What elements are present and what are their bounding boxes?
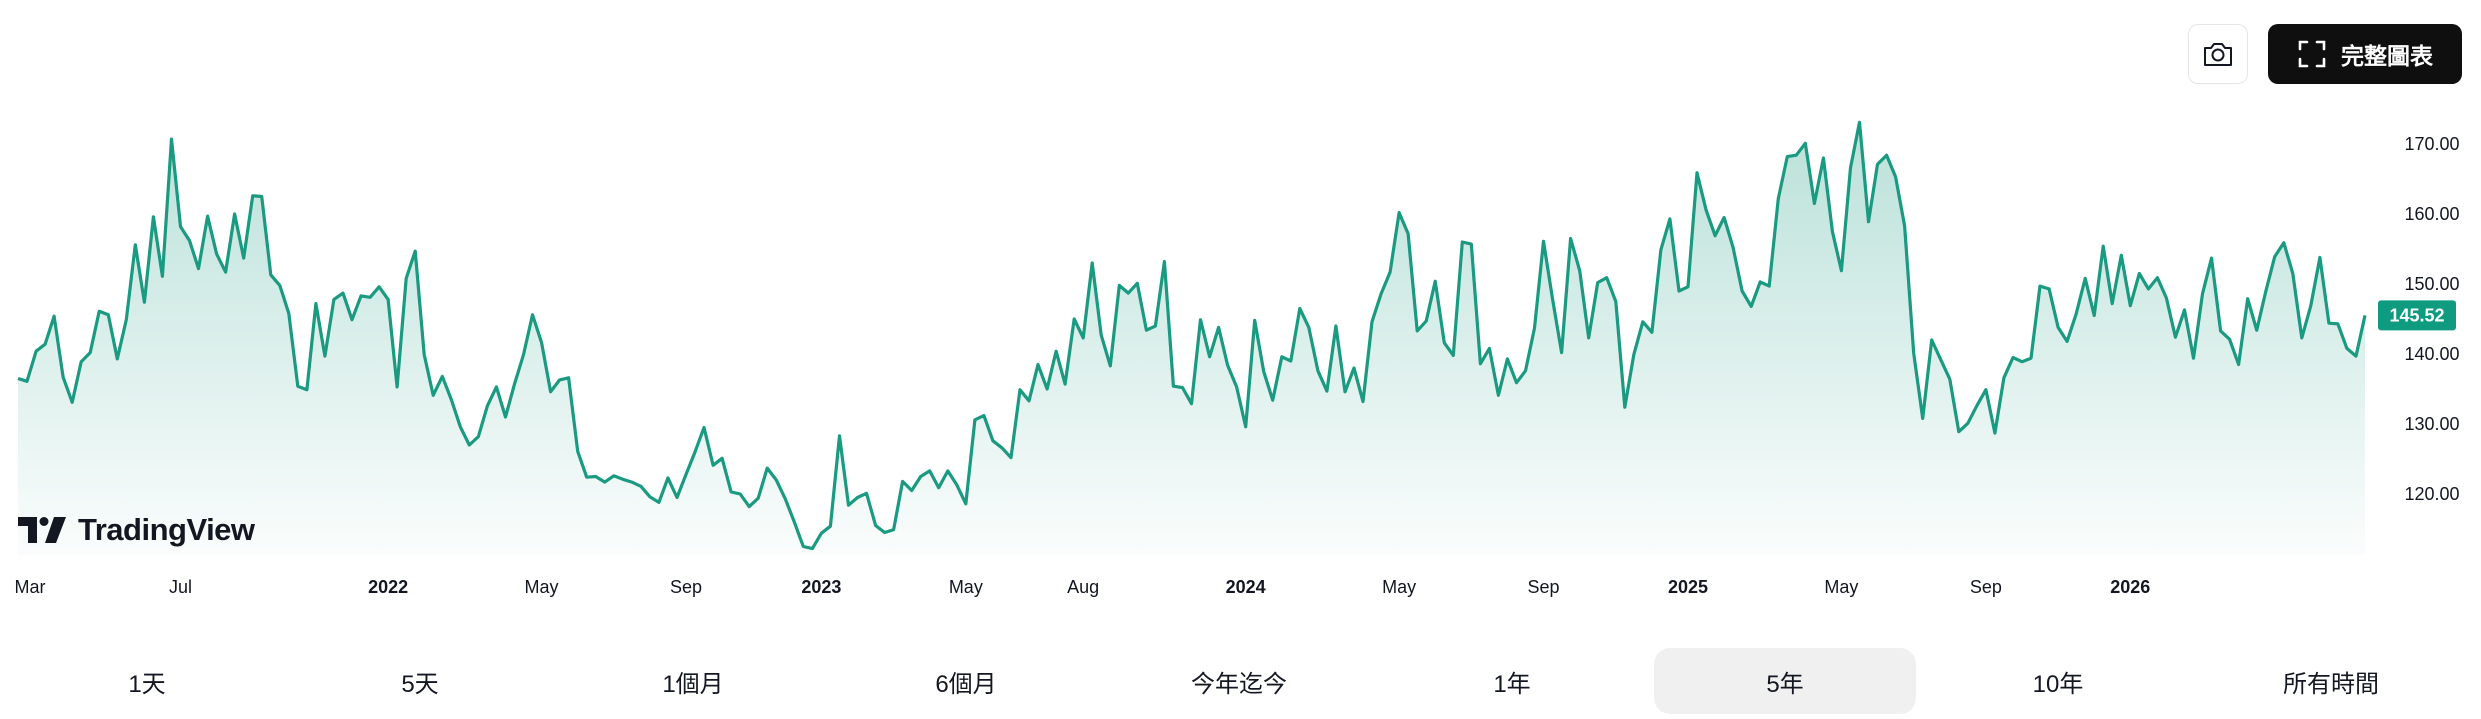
x-tick-label: Sep xyxy=(1528,577,1560,597)
price-chart[interactable]: 120.00 130.00 140.00 150.00 160.00 170.00 Mar… xyxy=(0,0,2481,640)
snapshot-button[interactable] xyxy=(2188,24,2248,84)
time-range-selector: 1天 5天 1個月 6個月 今年迄今 1年 5年 10年 所有時間 xyxy=(0,648,2481,714)
range-button-6[interactable]: 5年 xyxy=(1654,648,1916,714)
price-line xyxy=(17,120,2367,551)
y-tick-label: 130.00 xyxy=(2404,414,2459,434)
x-axis: Mar Jul 2022 May Sep 2023 May Aug 2024 May Sep 2025… xyxy=(15,577,2151,597)
tradingview-logo: TradingView xyxy=(18,512,255,548)
x-tick-label: 2023 xyxy=(801,577,841,597)
full-chart-button[interactable]: 完整圖表 xyxy=(2268,24,2462,84)
y-tick-label: 150.00 xyxy=(2404,274,2459,294)
x-tick-label: 2025 xyxy=(1668,577,1708,597)
range-button-7[interactable]: 10年 xyxy=(2032,670,2084,698)
x-tick-label: May xyxy=(1824,577,1858,597)
x-tick-label: May xyxy=(949,577,983,597)
range-button-0[interactable]: 1天 xyxy=(128,670,166,698)
y-tick-label: 160.00 xyxy=(2404,204,2459,224)
range-button-8[interactable]: 所有時間 xyxy=(2283,670,2379,698)
x-tick-label: May xyxy=(525,577,559,597)
logo-text: TradingView xyxy=(78,512,255,547)
camera-icon xyxy=(2204,43,2232,66)
range-button-1[interactable]: 5天 xyxy=(401,670,439,698)
full-chart-label: 完整圖表 xyxy=(2341,43,2433,69)
x-tick-label: May xyxy=(1382,577,1416,597)
x-tick-label: Sep xyxy=(670,577,702,597)
range-button-5[interactable]: 1年 xyxy=(1493,670,1531,698)
x-tick-label: Mar xyxy=(15,577,46,597)
last-price-label: 145.52 xyxy=(2389,305,2444,325)
x-tick-label: 2026 xyxy=(2110,577,2150,597)
fullscreen-corners-icon xyxy=(2298,40,2326,68)
y-tick-label: 120.00 xyxy=(2404,484,2459,504)
x-tick-label: 2024 xyxy=(1226,577,1266,597)
y-tick-label: 140.00 xyxy=(2404,344,2459,364)
last-price-badge: 145.52 xyxy=(2378,300,2456,331)
x-tick-label: Aug xyxy=(1067,577,1099,597)
x-tick-label: 2022 xyxy=(368,577,408,597)
y-tick-label: 170.00 xyxy=(2404,134,2459,154)
x-tick-label: Sep xyxy=(1970,577,2002,597)
x-tick-label: Jul xyxy=(169,577,192,597)
range-button-2[interactable]: 1個月 xyxy=(662,670,724,698)
price-area-fill xyxy=(18,122,2365,556)
range-button-3[interactable]: 6個月 xyxy=(935,670,997,698)
last-price-badge-bg xyxy=(2378,300,2456,331)
range-button-4[interactable]: 今年迄今 xyxy=(1191,670,1287,698)
y-axis: 120.00 130.00 140.00 150.00 160.00 170.00 xyxy=(2404,134,2459,504)
tradingview-logo-icon xyxy=(18,517,66,543)
